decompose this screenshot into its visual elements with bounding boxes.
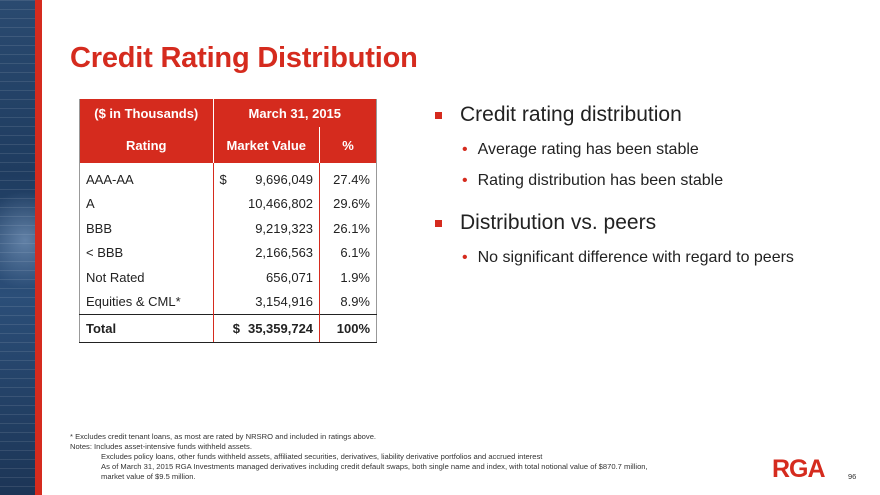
pct-cell: 26.1% xyxy=(319,216,377,241)
pct-cell: 8.9% xyxy=(319,289,377,315)
sub-bullet-item: • Average rating has been stable xyxy=(462,141,875,159)
currency-symbol: $ xyxy=(232,321,240,336)
total-label: Total xyxy=(79,314,214,343)
rating-cell: Not Rated xyxy=(86,269,145,285)
pct-cell: 1.9% xyxy=(319,265,377,290)
sub-bullet-item: • No significant difference with regard t… xyxy=(462,249,875,267)
pct-cell: 29.6% xyxy=(319,191,377,216)
sub-bullet-text: Rating distribution has been stable xyxy=(477,172,724,189)
pct-column-header: % xyxy=(319,127,377,163)
market-value-cell: 656,071 xyxy=(212,265,320,290)
pct-cell: 27.4% xyxy=(319,163,377,192)
rga-logo: RGA xyxy=(772,455,827,481)
total-value: 35,359,724 xyxy=(247,321,314,336)
date-header: March 31, 2015 xyxy=(212,99,377,127)
pct-cell: 6.1% xyxy=(319,240,377,265)
table-row: Not Rated 656,071 1.9% xyxy=(80,265,377,290)
rating-cell: Equities & CML* xyxy=(86,294,181,310)
rating-column-header: Rating xyxy=(79,127,214,163)
market-value-cell: $9,696,049 xyxy=(212,163,320,192)
dot-bullet-icon: • xyxy=(462,172,468,189)
market-value-cell: 2,166,563 xyxy=(212,240,320,265)
unit-header: ($ in Thousands) xyxy=(79,99,214,127)
credit-rating-table: ($ in Thousands) March 31, 2015 Rating M… xyxy=(79,99,377,343)
rating-cell: A xyxy=(86,196,95,212)
dot-bullet-icon: • xyxy=(462,141,468,158)
rating-cell: BBB xyxy=(86,220,113,236)
dot-bullet-icon: • xyxy=(462,249,468,266)
value: 9,696,049 xyxy=(255,171,314,187)
square-bullet-icon xyxy=(435,111,442,119)
currency-symbol: $ xyxy=(219,171,227,187)
bullet-list: Credit rating distribution • Average rati… xyxy=(435,103,875,280)
sub-bullet-text: Average rating has been stable xyxy=(477,141,699,158)
sub-bullet-text: No significant difference with regard to… xyxy=(477,249,794,266)
table-row: Equities & CML* 3,154,916 8.9% xyxy=(80,289,377,315)
notes-line: Excludes policy loans, other funds withh… xyxy=(101,452,543,461)
footnotes: * Excludes credit tenant loans, as most … xyxy=(70,432,648,482)
bullet-item: Credit rating distribution xyxy=(435,103,875,127)
bullet-text: Distribution vs. peers xyxy=(460,211,657,234)
table-row: AAA-AA $9,696,049 27.4% xyxy=(80,163,377,192)
bullet-text: Credit rating distribution xyxy=(460,103,682,126)
market-value-cell: 9,219,323 xyxy=(212,216,320,241)
footnote-asterisk: * Excludes credit tenant loans, as most … xyxy=(70,432,377,441)
total-pct-cell: 100% xyxy=(319,314,377,343)
page-title: Credit Rating Distribution xyxy=(70,42,418,74)
page-number: 96 xyxy=(848,472,857,481)
market-value-column-header: Market Value xyxy=(212,127,320,163)
total-row: Total $35,359,724 100% xyxy=(79,314,377,343)
market-value-cell: 10,466,802 xyxy=(212,191,320,216)
total-market-value-cell: $35,359,724 xyxy=(212,314,320,343)
rga-logo-text: RGA xyxy=(772,455,826,481)
bullet-item: Distribution vs. peers xyxy=(435,211,875,235)
sub-bullet-item: • Rating distribution has been stable xyxy=(462,172,875,190)
notes-line: market value of $9.5 million. xyxy=(101,472,196,481)
market-value-cell: 3,154,916 xyxy=(212,289,320,315)
red-accent-bar xyxy=(35,0,42,495)
notes-line: Notes: Includes asset-intensive funds wi… xyxy=(70,442,252,451)
table-row: < BBB 2,166,563 6.1% xyxy=(80,240,377,265)
square-bullet-icon xyxy=(435,219,442,227)
rating-cell: AAA-AA xyxy=(86,171,134,187)
table-row: A 10,466,802 29.6% xyxy=(80,191,377,216)
table-row: BBB 9,219,323 26.1% xyxy=(80,216,377,241)
notes-line: As of March 31, 2015 RGA Investments man… xyxy=(101,462,648,471)
rating-cell: < BBB xyxy=(86,245,124,261)
